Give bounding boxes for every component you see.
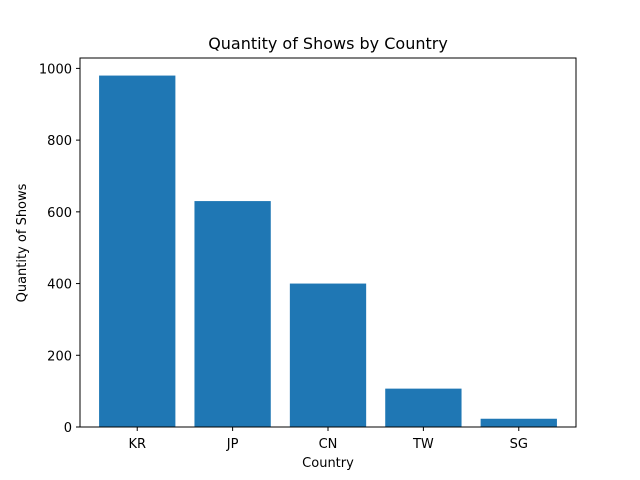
bar-jp: [194, 201, 271, 427]
y-tick-label: 800: [47, 134, 72, 149]
bar-tw: [385, 388, 462, 427]
bar-cn: [289, 283, 367, 427]
y-tick-label: 1000: [39, 62, 72, 77]
x-tick-label: KR: [128, 437, 146, 452]
plot-area-frame: [79, 57, 577, 428]
x-tick-label: CN: [319, 437, 338, 452]
bar-kr: [99, 75, 176, 427]
x-tick-label: SG: [510, 437, 528, 452]
y-tick-label: 400: [47, 278, 72, 293]
y-axis-label: Quantity of Shows: [15, 183, 30, 302]
bars-layer: [99, 75, 557, 427]
x-tick-label: JP: [226, 437, 239, 452]
bar-sg: [480, 418, 557, 427]
y-tick-label: 0: [64, 421, 72, 436]
chart-title: Quantity of Shows by Country: [208, 34, 448, 53]
y-tick-label: 600: [47, 206, 72, 221]
x-axis-label: Country: [302, 456, 354, 471]
ticks-layer: KR JP CN TW SG 0 200 400 600 800 1000: [39, 62, 528, 452]
y-tick-label: 200: [47, 349, 72, 364]
x-tick-label: TW: [412, 437, 434, 452]
